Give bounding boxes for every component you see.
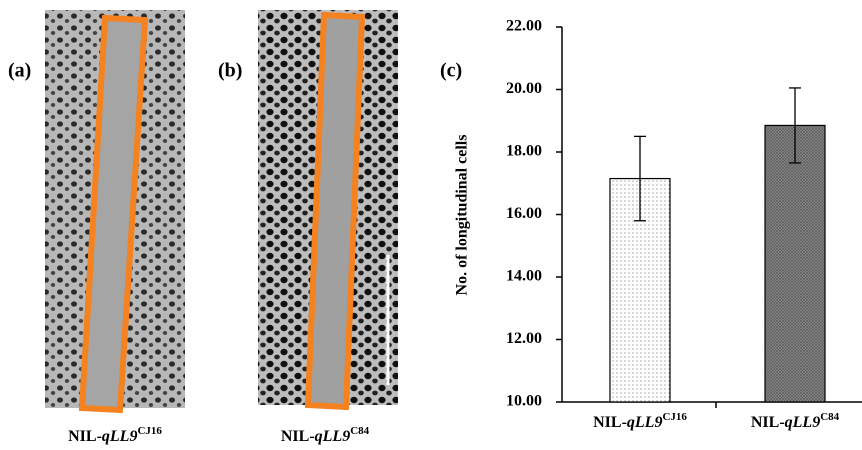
error-bar bbox=[789, 87, 801, 164]
caption: NIL-qLL9CJ16 bbox=[68, 425, 162, 445]
panel-label: (a) bbox=[8, 60, 31, 82]
caption: NIL-qLL9C84 bbox=[281, 425, 370, 445]
panel-label: (b) bbox=[218, 60, 242, 82]
label-part: NIL- bbox=[68, 428, 102, 445]
y-tick-label: 10.00 bbox=[506, 393, 542, 410]
bar bbox=[764, 124, 826, 403]
label-part: NIL- bbox=[751, 414, 785, 431]
y-tick-label: 20.00 bbox=[506, 80, 542, 97]
label-part: C84 bbox=[350, 425, 369, 437]
y-tick-label: 12.00 bbox=[506, 330, 542, 347]
label-part: NIL- bbox=[593, 414, 627, 431]
panel-label: (c) bbox=[440, 60, 462, 82]
error-bar bbox=[634, 135, 646, 222]
y-tick-label: 18.00 bbox=[506, 143, 542, 160]
label-part: CJ16 bbox=[662, 411, 687, 423]
x-tick-label: NIL-qLL9C84 bbox=[751, 411, 840, 431]
label-part: C84 bbox=[820, 411, 839, 423]
y-tick-label: 16.00 bbox=[506, 205, 542, 222]
micrograph-a bbox=[45, 10, 185, 414]
label-part: qLL9 bbox=[102, 428, 138, 445]
label-part: CJ16 bbox=[137, 425, 162, 437]
x-tick-label: NIL-qLL9CJ16 bbox=[593, 411, 687, 431]
y-tick-label: 14.00 bbox=[506, 268, 542, 285]
y-axis-label: No. of longitudinal cells bbox=[454, 135, 471, 296]
micrograph-b bbox=[258, 10, 398, 411]
y-tick-label: 22.00 bbox=[506, 18, 542, 35]
label-part: qLL9 bbox=[785, 414, 821, 431]
label-part: qLL9 bbox=[315, 428, 351, 445]
label-part: qLL9 bbox=[627, 414, 663, 431]
label-part: NIL- bbox=[281, 428, 315, 445]
